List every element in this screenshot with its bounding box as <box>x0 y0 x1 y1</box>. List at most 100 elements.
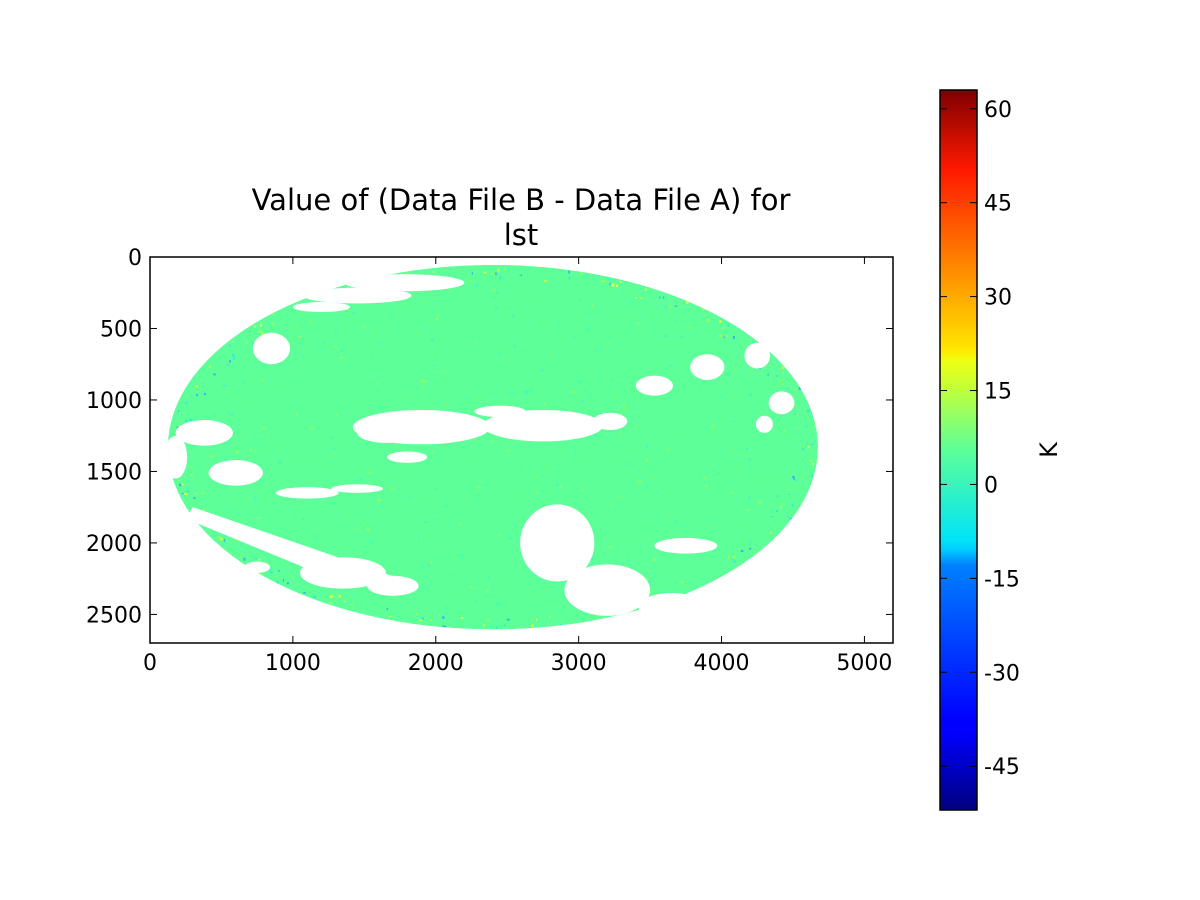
disk-speckle <box>261 551 264 553</box>
disk-speckle <box>575 395 579 398</box>
x-tick-label: 2000 <box>408 651 464 676</box>
disk-edge-speckle <box>438 614 440 616</box>
disk-speckle <box>759 410 763 414</box>
colorbar-frame <box>939 89 978 811</box>
disk-edge-speckle <box>795 479 798 481</box>
disk-edge-speckle <box>727 555 730 559</box>
disk-speckle <box>331 451 335 454</box>
disk-speckle <box>376 301 380 305</box>
disk-speckle <box>578 380 582 383</box>
disk-edge-speckle <box>505 628 507 630</box>
disk-speckle <box>257 517 261 519</box>
disk-speckle <box>430 356 434 358</box>
disk-speckle <box>234 356 236 359</box>
disk-edge-speckle <box>801 475 804 478</box>
disk-edge-speckle <box>272 323 274 327</box>
disk-edge-speckle <box>184 503 187 507</box>
disk-speckle <box>427 374 429 376</box>
missing-data-region <box>252 332 291 365</box>
disk-speckle <box>594 412 597 414</box>
disk-speckle <box>816 447 818 450</box>
missing-data-region <box>592 412 628 430</box>
disk-edge-speckle <box>639 297 643 299</box>
disk-edge-speckle <box>230 552 232 554</box>
disk-speckle <box>587 317 591 319</box>
disk-speckle <box>410 470 414 474</box>
disk-edge-speckle <box>531 617 534 620</box>
disk-speckle <box>457 523 461 525</box>
disk-speckle <box>607 546 611 548</box>
disk-speckle <box>484 483 489 486</box>
disk-speckle <box>369 353 373 356</box>
disk-speckle <box>474 438 476 441</box>
missing-data-region <box>208 460 263 486</box>
disk-edge-speckle <box>544 279 547 283</box>
disk-speckle <box>607 342 612 345</box>
disk-speckle <box>621 333 626 337</box>
y-tick-label: 1500 <box>86 460 142 485</box>
disk-edge-speckle <box>227 364 230 367</box>
disk-speckle <box>793 385 795 389</box>
disk-speckle <box>657 533 661 536</box>
disk-edge-speckle <box>183 397 187 399</box>
disk-speckle <box>444 382 448 385</box>
disk-edge-speckle <box>740 549 744 553</box>
disk-speckle <box>674 520 679 523</box>
disk-speckle <box>518 447 521 449</box>
disk-speckle <box>331 374 334 376</box>
disk-speckle <box>465 341 469 344</box>
disk-edge-speckle <box>196 394 198 396</box>
missing-data-region <box>690 354 725 380</box>
disk-edge-speckle <box>495 626 498 630</box>
disk-edge-speckle <box>506 618 510 621</box>
disk-speckle <box>584 456 586 458</box>
disk-speckle <box>253 449 257 453</box>
disk-speckle <box>425 519 427 521</box>
disk-speckle <box>503 397 507 400</box>
disk-speckle <box>467 278 472 281</box>
disk-speckle <box>441 321 443 323</box>
disk-speckle <box>667 448 671 450</box>
disk-speckle <box>720 395 724 397</box>
disk-edge-speckle <box>195 385 199 388</box>
disk-speckle <box>614 537 617 540</box>
disk-speckle <box>748 393 753 397</box>
disk-speckle <box>573 336 575 340</box>
disk-speckle <box>645 578 648 581</box>
disk-speckle <box>307 358 311 360</box>
disk-speckle <box>242 380 246 384</box>
disk-speckle <box>420 575 423 578</box>
disk-edge-speckle <box>269 571 273 574</box>
disk-speckle <box>264 551 268 554</box>
disk-speckle <box>477 398 480 401</box>
disk-speckle <box>441 370 445 373</box>
disk-speckle <box>486 618 491 621</box>
disk-edge-speckle <box>674 303 677 305</box>
disk-edge-speckle <box>792 475 795 479</box>
disk-speckle <box>346 308 349 311</box>
disk-edge-speckle <box>218 536 222 538</box>
disk-speckle <box>746 447 749 451</box>
disk-speckle <box>304 348 309 350</box>
disk-speckle <box>699 476 703 478</box>
disk-speckle <box>724 373 729 376</box>
disk-edge-speckle <box>338 595 342 598</box>
disk-speckle <box>647 564 649 567</box>
colorbar-tick-label: -30 <box>984 661 1020 686</box>
disk-speckle <box>592 382 594 386</box>
disk-speckle <box>323 543 327 546</box>
disk-edge-speckle <box>186 401 188 405</box>
disk-edge-speckle <box>232 341 234 343</box>
disk-edge-speckle <box>429 618 433 621</box>
disk-edge-speckle <box>483 271 487 274</box>
disk-speckle <box>617 495 622 498</box>
disk-edge-speckle <box>711 576 713 579</box>
disk-speckle <box>380 341 383 344</box>
disk-speckle <box>475 599 478 603</box>
disk-speckle <box>422 371 426 375</box>
disk-speckle <box>682 418 684 422</box>
disk-speckle <box>534 474 539 477</box>
disk-speckle <box>294 337 299 340</box>
missing-data-region <box>344 274 465 292</box>
missing-data-region <box>520 504 595 582</box>
